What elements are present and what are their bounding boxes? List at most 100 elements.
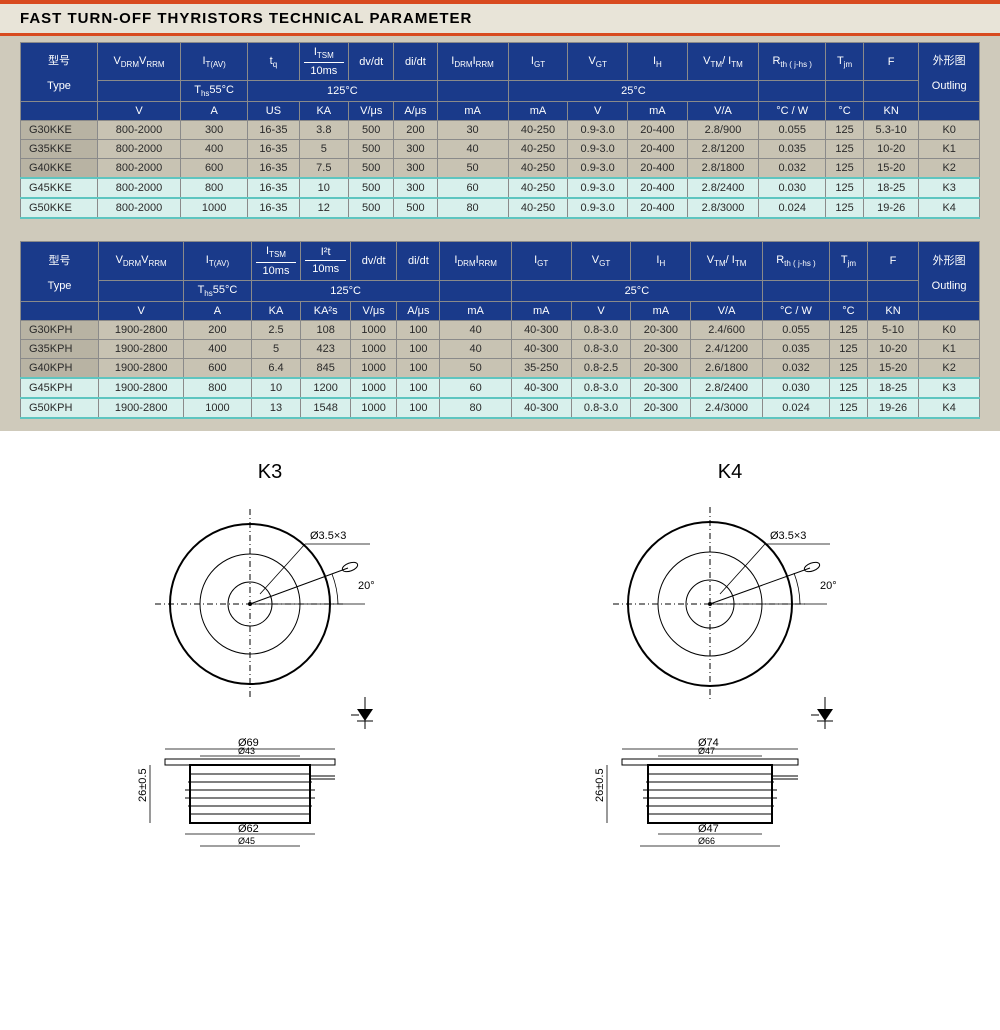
table-cell: 200 (394, 121, 437, 140)
table-cell: 0.9-3.0 (568, 178, 628, 198)
table-cell: 0.8-3.0 (571, 339, 631, 358)
table-cell: 125 (826, 178, 864, 198)
table-cell: 125 (830, 339, 868, 358)
table-row: G35KKE800-200040016-3555003004040-2500.9… (21, 140, 980, 159)
table-cell: 40-300 (511, 378, 571, 398)
table-cell: 18-25 (863, 178, 918, 198)
table-cell: 10-20 (867, 339, 918, 358)
table-cell: 2.8/1800 (687, 159, 759, 179)
table-cell: 0.030 (759, 178, 826, 198)
table-cell: 7.5 (299, 159, 349, 179)
table-cell: K4 (919, 198, 980, 218)
th-ih: IH (628, 43, 688, 81)
table-cell: 10 (299, 178, 349, 198)
table-cell: 16-35 (248, 198, 299, 218)
table-cell: 0.032 (762, 358, 829, 378)
table-cell: 300 (394, 178, 437, 198)
table-cell: G50KPH (21, 398, 99, 418)
table-cell: K4 (919, 398, 980, 418)
table-cell: 200 (184, 320, 251, 339)
table-cell: 300 (180, 121, 247, 140)
th-tjm: Tjm (826, 43, 864, 81)
table-cell: 2.6/1800 (691, 358, 763, 378)
table-row: G30KKE800-200030016-353.85002003040-2500… (21, 121, 980, 140)
table-cell: 0.032 (759, 159, 826, 179)
th-vdrm: VDRMVRRM (98, 43, 181, 81)
table-cell: 20-400 (628, 140, 688, 159)
table-cell: 10 (251, 378, 301, 398)
table-cell: G40KPH (21, 358, 99, 378)
table-cell: 20-400 (628, 198, 688, 218)
svg-text:Ø47: Ø47 (698, 823, 719, 835)
table-cell: 40-300 (511, 398, 571, 418)
table-row: G50KPH1900-2800100013154810001008040-300… (21, 398, 980, 418)
table-cell: 0.8-3.0 (571, 398, 631, 418)
table1: 型号 Type VDRMVRRM IT(AV) tq ITSM 10ms dv/… (20, 42, 980, 219)
table-cell: 40-250 (508, 121, 568, 140)
table-cell: 5 (251, 339, 301, 358)
table-cell: 500 (394, 198, 437, 218)
th-f: F (863, 43, 918, 81)
table-cell: 19-26 (867, 398, 918, 418)
table-cell: 40-250 (508, 198, 568, 218)
table-row: G35KPH1900-2800400542310001004040-3000.8… (21, 339, 980, 358)
table-cell: 125 (830, 358, 868, 378)
svg-text:Ø45: Ø45 (238, 836, 255, 846)
table-cell: 0.055 (759, 121, 826, 140)
diagram-k4: K4 20° Ø3.5×3 (580, 461, 880, 874)
table-cell: 12 (299, 198, 349, 218)
table-row: G45KPH1900-280080010120010001006040-3000… (21, 378, 980, 398)
table-cell: 16-35 (248, 140, 299, 159)
diagram-k4-label: K4 (718, 461, 742, 484)
table-cell: 30 (437, 121, 508, 140)
table-cell: 108 (301, 320, 351, 339)
table-cell: 16-35 (248, 121, 299, 140)
table-cell: 0.030 (762, 378, 829, 398)
table2: 型号 Type VDRMVRRM IT(AV) ITSM 10ms I²t 10… (20, 241, 980, 418)
table-cell: 20-300 (631, 398, 691, 418)
diagram-area: K3 20° Ø3.5×3 (0, 431, 1000, 914)
table-cell: G30KKE (21, 121, 98, 140)
table-cell: 100 (397, 398, 440, 418)
svg-text:Ø3.5×3: Ø3.5×3 (770, 530, 806, 542)
table-cell: 125 (826, 159, 864, 179)
table-cell: 0.035 (762, 339, 829, 358)
table-cell: 0.9-3.0 (568, 198, 628, 218)
table-cell: 2.8/3000 (687, 198, 759, 218)
table-cell: 20-300 (631, 320, 691, 339)
th-dvdt: dv/dt (349, 43, 394, 81)
table-cell: 800 (180, 178, 247, 198)
table-cell: 1000 (350, 339, 396, 358)
table-cell: 5-10 (867, 320, 918, 339)
table-cell: 20-300 (631, 358, 691, 378)
table-cell: 20-300 (631, 378, 691, 398)
table-cell: K3 (919, 378, 980, 398)
table-row: G45KKE800-200080016-35105003006040-2500.… (21, 178, 980, 198)
table-cell: 35-250 (511, 358, 571, 378)
table-cell: K0 (919, 320, 980, 339)
table-cell: 400 (180, 140, 247, 159)
table-cell: 19-26 (863, 198, 918, 218)
table-row: G40KKE800-200060016-357.55003005040-2500… (21, 159, 980, 179)
table-cell: K1 (919, 339, 980, 358)
table-cell: 0.8-2.5 (571, 358, 631, 378)
svg-text:20°: 20° (358, 580, 375, 592)
table1-body: G30KKE800-200030016-353.85002003040-2500… (21, 121, 980, 219)
table-cell: G45KPH (21, 378, 99, 398)
table-cell: 500 (349, 121, 394, 140)
svg-text:26±0.5: 26±0.5 (594, 768, 606, 802)
table2-body: G30KPH1900-28002002.510810001004040-3000… (21, 320, 980, 418)
table-cell: 600 (180, 159, 247, 179)
table-cell: 40 (440, 320, 511, 339)
table-cell: 20-400 (628, 178, 688, 198)
table-cell: K2 (919, 159, 980, 179)
table2-wrap: 型号 Type VDRMVRRM IT(AV) ITSM 10ms I²t 10… (0, 231, 1000, 430)
th-type: 型号 Type (21, 43, 98, 102)
table-cell: 2.4/600 (691, 320, 763, 339)
table-cell: G40KKE (21, 159, 98, 179)
table-cell: 3.8 (299, 121, 349, 140)
table-cell: 40 (437, 140, 508, 159)
svg-text:26±0.5: 26±0.5 (137, 768, 149, 802)
diagram-k3-svg: 20° Ø3.5×3 (120, 494, 420, 874)
table-cell: G35KKE (21, 140, 98, 159)
